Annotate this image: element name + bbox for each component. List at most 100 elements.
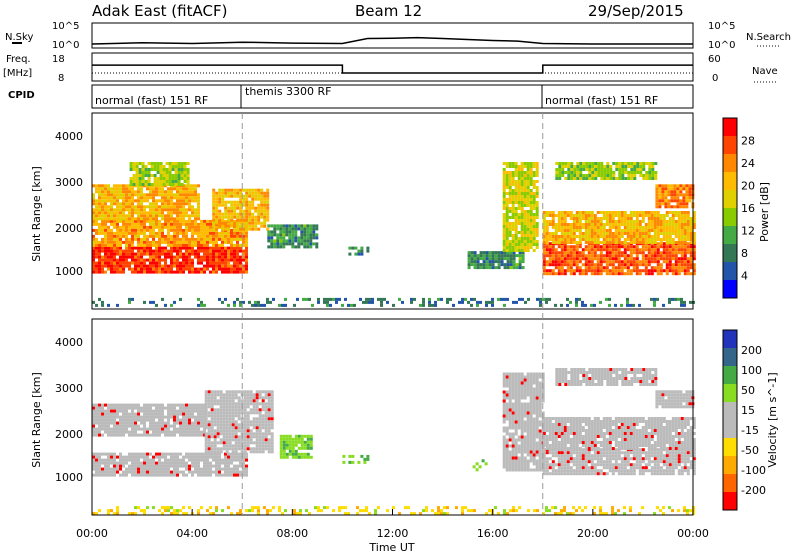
scatter-cell bbox=[633, 165, 637, 168]
scatter-cell bbox=[282, 449, 286, 453]
scatter-cell bbox=[650, 254, 654, 258]
scatter-cell bbox=[535, 165, 539, 168]
scatter-cell bbox=[623, 251, 627, 255]
scatter-cell bbox=[599, 229, 603, 232]
scatter-cell bbox=[95, 243, 98, 247]
scatter-cell bbox=[176, 199, 179, 203]
scatter-cell bbox=[591, 168, 595, 171]
scatter-cell bbox=[146, 267, 149, 271]
scatter-cell bbox=[561, 165, 565, 168]
scatter-cell bbox=[563, 245, 567, 249]
scatter-cell bbox=[685, 199, 689, 203]
scatter-cell bbox=[174, 183, 178, 186]
scatter-cell bbox=[608, 238, 612, 241]
scatter-cell bbox=[267, 450, 271, 454]
scatter-cell bbox=[210, 447, 214, 451]
scatter-cell bbox=[227, 218, 231, 222]
scatter-cell bbox=[149, 228, 152, 232]
scatter-cell bbox=[605, 217, 609, 220]
scatter-cell bbox=[545, 297, 548, 301]
scatter-cell bbox=[176, 421, 179, 425]
scatter-cell bbox=[581, 226, 585, 229]
scatter-cell bbox=[626, 217, 630, 220]
scatter-cell bbox=[502, 207, 506, 210]
scatter-cell bbox=[167, 249, 170, 253]
scatter-cell bbox=[140, 225, 143, 229]
scatter-cell bbox=[161, 193, 164, 197]
scatter-cell bbox=[306, 443, 310, 447]
scatter-cell bbox=[179, 458, 182, 462]
scatter-cell bbox=[239, 191, 243, 195]
scatter-cell bbox=[267, 390, 271, 394]
scatter-cell bbox=[234, 429, 238, 433]
scatter-cell bbox=[92, 464, 95, 468]
scatter-cell bbox=[511, 201, 515, 204]
scatter-cell bbox=[131, 234, 134, 238]
scatter-cell bbox=[494, 254, 498, 258]
scatter-cell bbox=[461, 297, 464, 301]
scatter-cell bbox=[231, 408, 235, 412]
scatter-cell bbox=[146, 409, 149, 413]
scatter-cell bbox=[270, 435, 274, 439]
scatter-cell bbox=[252, 441, 256, 445]
scatter-cell bbox=[505, 246, 509, 249]
scatter-cell bbox=[479, 266, 483, 270]
scatter-cell bbox=[545, 235, 549, 238]
scatter-cell bbox=[228, 396, 232, 400]
scatter-cell bbox=[164, 267, 167, 271]
scatter-cell bbox=[143, 470, 146, 474]
scatter-cell bbox=[176, 258, 179, 262]
scatter-cell bbox=[563, 241, 567, 244]
scatter-cell bbox=[107, 225, 110, 229]
scatter-cell bbox=[197, 303, 200, 307]
scatter-cell bbox=[155, 243, 158, 247]
scatter-cell bbox=[569, 272, 573, 276]
scatter-cell bbox=[228, 414, 232, 418]
scatter-cell bbox=[257, 191, 261, 195]
scatter-cell bbox=[273, 239, 277, 243]
scatter-cell bbox=[620, 272, 624, 276]
scatter-cell bbox=[587, 254, 591, 258]
scatter-cell bbox=[655, 196, 659, 200]
scatter-cell bbox=[674, 226, 678, 229]
scatter-cell bbox=[523, 180, 527, 183]
scatter-cell bbox=[215, 209, 219, 213]
scatter-cell bbox=[131, 217, 134, 221]
scatter-cell bbox=[110, 231, 113, 235]
scatter-cell bbox=[255, 438, 259, 442]
scatter-cell bbox=[597, 168, 601, 171]
scatter-cell bbox=[554, 232, 558, 235]
scatter-cell bbox=[285, 224, 289, 228]
scatter-cell bbox=[315, 233, 319, 237]
scatter-cell bbox=[122, 412, 125, 416]
scatter-cell bbox=[164, 433, 167, 437]
scatter-cell bbox=[140, 252, 143, 256]
scatter-cell bbox=[137, 199, 140, 203]
scatter-cell bbox=[641, 269, 645, 273]
scatter-cell bbox=[246, 417, 250, 421]
scatter-cell bbox=[648, 168, 652, 171]
scatter-cell bbox=[101, 190, 104, 194]
scatter-cell bbox=[523, 174, 527, 177]
scatter-cell bbox=[291, 224, 295, 228]
scatter-cell bbox=[511, 192, 515, 195]
scatter-cell bbox=[155, 409, 158, 413]
scatter-cell bbox=[584, 241, 588, 244]
scatter-cell bbox=[171, 183, 175, 186]
scatter-cell bbox=[243, 414, 247, 418]
scatter-cell bbox=[191, 464, 194, 468]
scatter-cell bbox=[380, 297, 383, 301]
scatter-cell bbox=[300, 230, 304, 234]
scatter-cell bbox=[260, 215, 264, 219]
scatter-cell bbox=[605, 272, 609, 276]
scatter-cell bbox=[191, 211, 194, 215]
scatter-cell bbox=[505, 228, 509, 231]
scatter-cell bbox=[149, 249, 152, 253]
scatter-cell bbox=[251, 221, 255, 225]
scatter-cell bbox=[655, 184, 659, 188]
scatter-cell bbox=[216, 402, 220, 406]
scatter-cell bbox=[261, 423, 265, 427]
scatter-cell bbox=[617, 257, 621, 261]
scatter-cell bbox=[500, 297, 503, 301]
